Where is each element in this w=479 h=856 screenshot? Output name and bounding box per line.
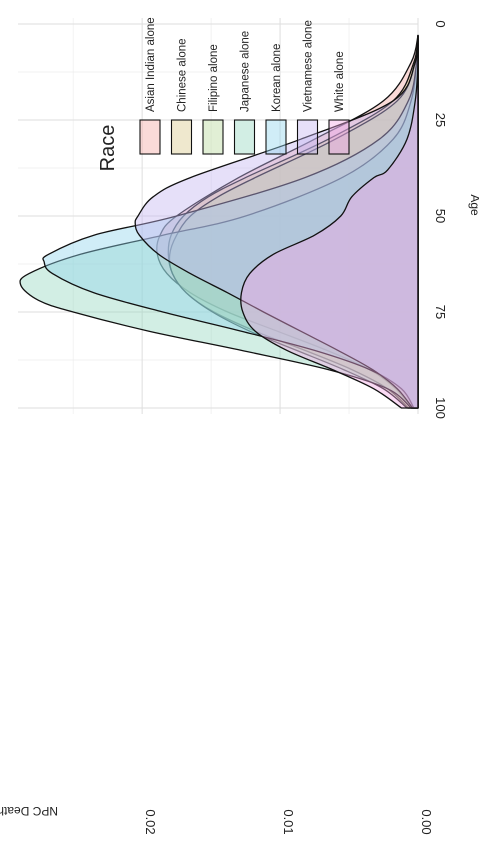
density-area-japanese-alone [19,34,419,409]
x-tick-label: 0 [433,20,448,27]
legend-label: Korean alone [271,44,283,112]
x-tick-label: 50 [433,209,448,223]
legend-label: Vietnamese alone [303,20,315,112]
x-tick-label: 75 [433,305,448,319]
legend-label: White alone [334,51,346,112]
y-tick-label: 0.02 [143,809,158,834]
density-area-filipino-alone [168,34,419,409]
legend-title: Race [97,125,119,172]
y-tick-label: 0.01 [281,809,296,834]
legend-key [265,119,287,155]
legend-key [170,119,193,155]
y-axis-label: NPC Death Count [0,804,58,818]
legend-label: Filipino alone [208,44,220,112]
legend-label: Japanese alone [240,31,252,112]
legend-key [202,119,224,155]
x-axis-label: Age [468,194,479,216]
x-tick-label: 25 [433,113,448,127]
density-area-vietnamese-alone [134,34,419,409]
legend-label: Chinese alone [177,38,189,112]
density-areas [19,34,419,409]
y-axis-ticks: 0.00 0.01 0.02 [143,809,434,834]
legend-label: Asian Indian alone [145,17,157,112]
y-tick-label: 0.00 [419,809,434,834]
legend-key [328,119,350,155]
legend: Race Asian Indian alone Chinese alone Fili… [97,17,350,172]
legend-key [296,119,319,155]
legend-key [233,119,256,155]
x-tick-label: 100 [433,397,448,419]
density-area-korean-alone [42,34,419,409]
legend-key [139,119,161,155]
x-axis-ticks: 0 25 50 75 100 [433,20,448,418]
density-area-white-alone [240,34,419,409]
